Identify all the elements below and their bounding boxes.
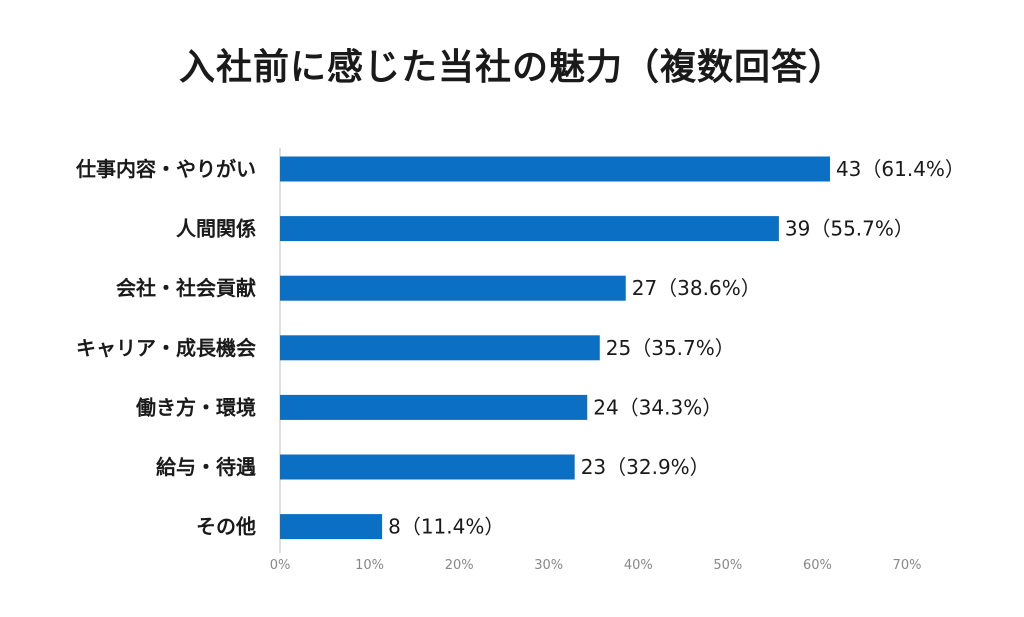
x-tick-label: 70%	[893, 558, 922, 573]
x-tick-label: 50%	[713, 558, 742, 573]
bar	[280, 216, 779, 242]
data-label: 43（61.4%）	[836, 157, 965, 181]
x-tick-label: 10%	[355, 558, 384, 573]
category-label: 会社・社会貢献	[116, 276, 256, 300]
category-label: その他	[196, 515, 256, 539]
category-label: キャリア・成長機会	[76, 336, 256, 360]
data-label: 27（38.6%）	[632, 276, 761, 300]
bar	[280, 335, 600, 361]
bar	[280, 156, 830, 182]
data-label: 24（34.3%）	[593, 395, 722, 419]
data-label: 39（55.7%）	[785, 217, 914, 241]
x-tick-label: 0%	[270, 558, 291, 573]
chart-title: 入社前に感じた当社の魅力（複数回答）	[178, 47, 845, 88]
category-label: 人間関係	[176, 217, 256, 241]
bar	[280, 454, 575, 480]
x-tick-label: 20%	[445, 558, 474, 573]
data-label: 25（35.7%）	[606, 336, 735, 360]
category-label: 仕事内容・やりがい	[75, 157, 256, 181]
category-label: 給与・待遇	[156, 455, 256, 479]
data-label: 23（32.9%）	[581, 455, 710, 479]
x-tick-label: 30%	[534, 558, 563, 573]
x-tick-label: 40%	[624, 558, 653, 573]
category-label: 働き方・環境	[135, 395, 256, 419]
x-tick-label: 60%	[803, 558, 832, 573]
bar	[280, 275, 626, 301]
bar	[280, 514, 383, 540]
data-label: 8（11.4%）	[388, 515, 504, 539]
bar	[280, 394, 588, 420]
